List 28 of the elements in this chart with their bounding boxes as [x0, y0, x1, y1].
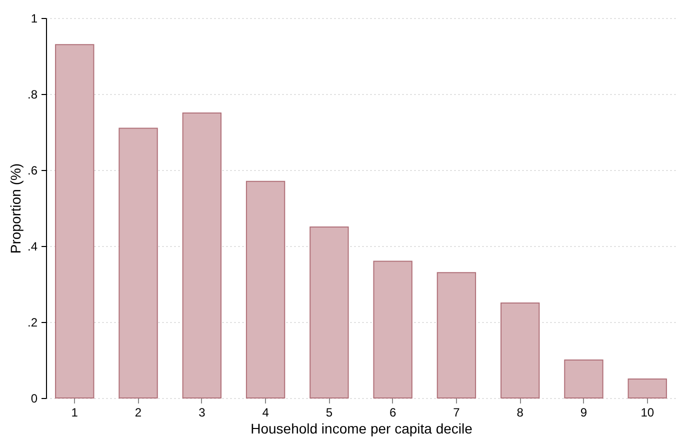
y-tick-label: .4 [27, 240, 38, 254]
x-tick-label: 5 [326, 406, 333, 420]
y-tick-label: .6 [27, 164, 38, 178]
bar [628, 378, 667, 398]
bar [564, 360, 604, 398]
x-tick-label: 3 [198, 406, 206, 420]
bar [500, 302, 540, 398]
bar [118, 128, 158, 398]
x-tick-label: 10 [640, 406, 654, 420]
bar [436, 272, 476, 398]
x-tick-label: 9 [580, 406, 588, 420]
x-tick-label: 4 [262, 406, 270, 420]
y-tick-label: 0 [30, 392, 38, 406]
x-tick-label: 1 [71, 406, 78, 420]
y-tick-label: 1 [30, 12, 38, 26]
y-axis-title: Proportion (%) [7, 163, 24, 254]
bar [55, 44, 94, 398]
x-axis-title: Household income per capita decile [250, 420, 473, 436]
y-tick-label: .8 [27, 88, 38, 102]
bar [246, 180, 286, 398]
x-tick-label: 8 [516, 406, 524, 420]
bar [373, 260, 412, 398]
x-tick-label: 6 [389, 406, 396, 420]
bar [310, 226, 349, 398]
bar [182, 112, 222, 398]
x-tick-label: 7 [453, 406, 460, 420]
y-tick-label: .2 [27, 316, 38, 330]
x-tick-label: 2 [134, 406, 142, 420]
